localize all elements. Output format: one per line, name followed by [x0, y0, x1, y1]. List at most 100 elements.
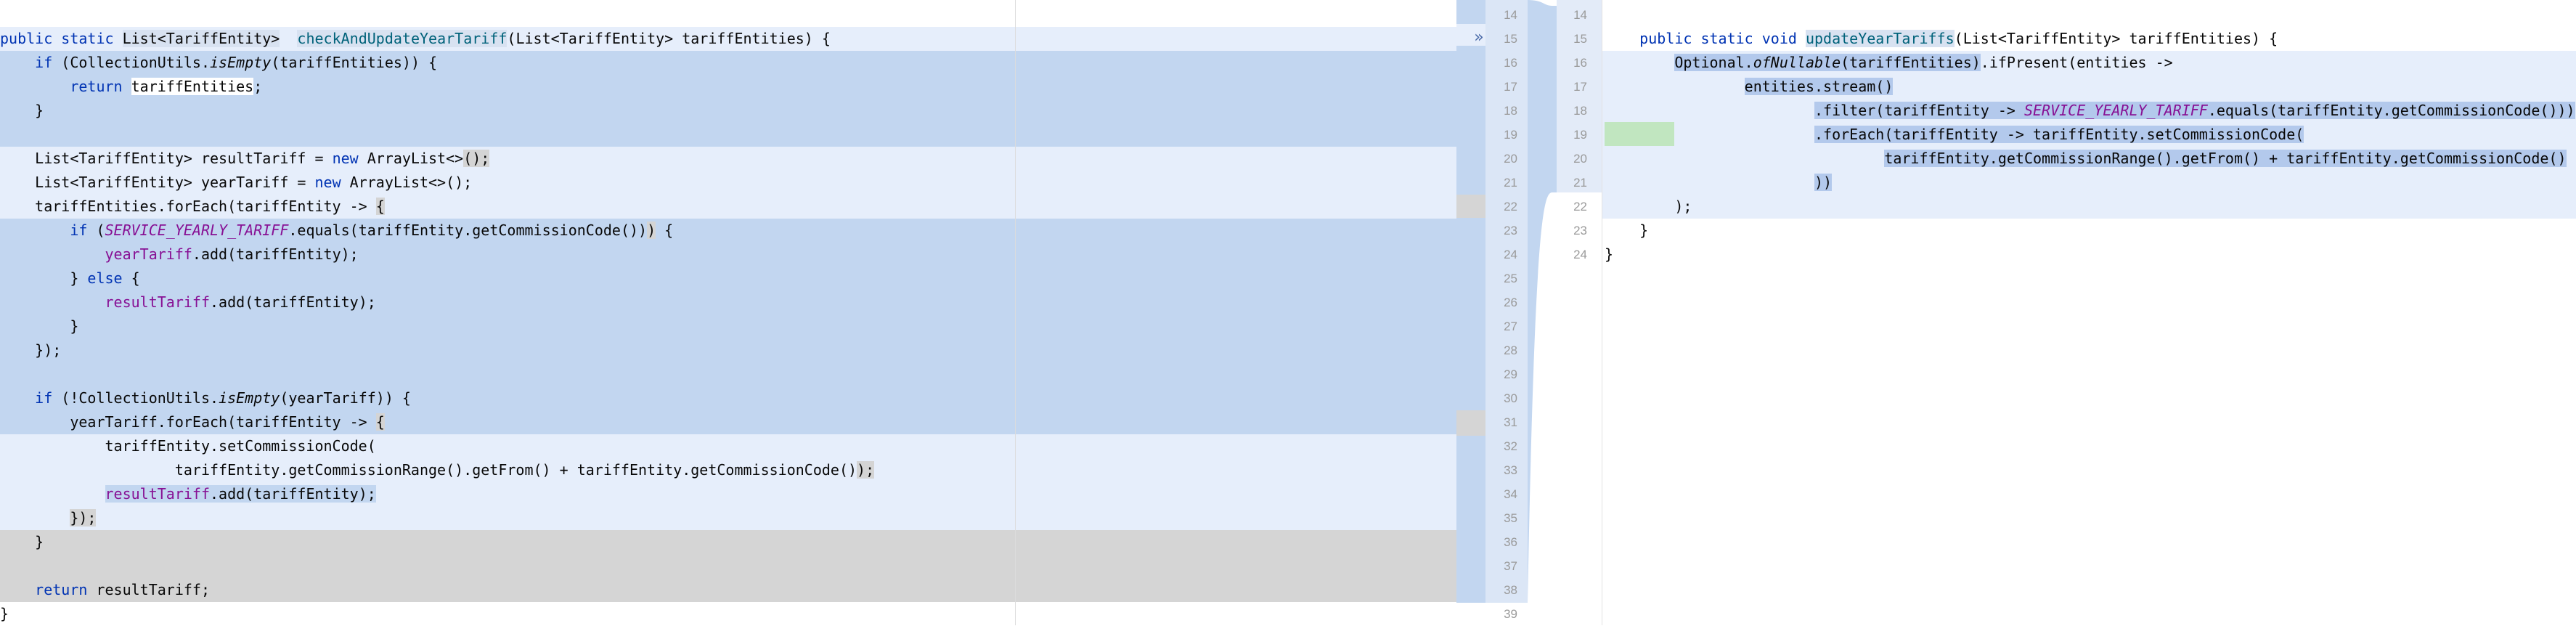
right-line-number: 18	[1573, 104, 1587, 118]
code-line[interactable]: List<TariffEntity> yearTariff = new Arra…	[0, 171, 1456, 195]
code-token: SERVICE_YEARLY_TARIFF	[105, 221, 289, 239]
code-token: {	[122, 269, 140, 287]
left-code-pane[interactable]: public static List<TariffEntity> checkAn…	[0, 0, 1456, 625]
code-line[interactable]: yearTariff.forEach(tariffEntity -> {	[0, 410, 1456, 434]
code-line[interactable]: } else {	[0, 267, 1456, 290]
code-line[interactable]: tariffEntity.setCommissionCode(	[0, 434, 1456, 458]
change-connector-band	[1528, 0, 1552, 603]
left-header-strip	[1456, 24, 1485, 46]
inserted-indent-block	[1605, 122, 1674, 146]
code-line[interactable]: }	[1602, 219, 2576, 243]
code-token: SERVICE_YEARLY_TARIFF	[2023, 102, 2208, 119]
code-line[interactable]: if (SERVICE_YEARLY_TARIFF.equals(tariffE…	[0, 219, 1456, 243]
code-token: }	[0, 269, 88, 287]
code-text: resultTariff.add(tariffEntity);	[0, 482, 376, 506]
code-token: }	[0, 605, 9, 622]
code-line[interactable]: .filter(tariffEntity -> SERVICE_YEARLY_T…	[1602, 99, 2576, 123]
code-token: }	[0, 102, 44, 119]
right-margin-guide	[1015, 0, 1016, 625]
code-line[interactable]: resultTariff.add(tariffEntity);	[0, 482, 1456, 506]
code-token: ofNullable	[1753, 54, 1841, 71]
code-line[interactable]: yearTariff.add(tariffEntity);	[0, 243, 1456, 267]
code-token	[0, 509, 70, 527]
code-text: }	[0, 99, 44, 123]
code-line[interactable]: }	[0, 99, 1456, 123]
right-line-number: 24	[1573, 248, 1587, 261]
code-token: ();	[463, 150, 490, 167]
code-token: {	[375, 198, 385, 215]
code-line[interactable]: }	[0, 602, 1456, 625]
left-line-number: 31	[1504, 415, 1517, 429]
code-token: .equals(tariffEntity.getCommissionCode()…	[288, 221, 648, 239]
code-token	[0, 221, 70, 239]
code-line[interactable]	[0, 123, 1456, 147]
code-token: tariffEntities.forEach(tariffEntity ->	[0, 198, 376, 215]
code-token: tariffEntity.getCommissionRange().getFro…	[1884, 150, 2567, 167]
code-token: }	[0, 533, 44, 550]
code-line[interactable]: );	[1602, 195, 2576, 219]
code-token: (!CollectionUtils.	[52, 389, 219, 407]
right-line-number: 17	[1573, 80, 1587, 94]
code-token: List<TariffEntity>	[122, 30, 280, 47]
code-line[interactable]	[0, 554, 1456, 578]
code-token	[280, 30, 297, 47]
code-token	[0, 581, 35, 598]
code-line[interactable]: .forEach(tariffEntity -> tariffEntity.se…	[1602, 123, 2576, 147]
code-line[interactable]: Optional.ofNullable(tariffEntities).ifPr…	[1602, 51, 2576, 75]
right-code-pane[interactable]: public static void updateYearTariffs(Lis…	[1602, 0, 2576, 625]
code-line[interactable]: tariffEntity.getCommissionRange().getFro…	[0, 458, 1456, 482]
code-line[interactable]: entities.stream()	[1602, 75, 2576, 99]
code-line[interactable]: List<TariffEntity> resultTariff = new Ar…	[0, 147, 1456, 171]
code-token: ))	[1814, 174, 1833, 191]
left-line-number: 19	[1504, 128, 1517, 142]
code-line[interactable]: if (CollectionUtils.isEmpty(tariffEntiti…	[0, 51, 1456, 75]
code-line[interactable]	[1602, 267, 2576, 290]
code-line[interactable]: }	[0, 530, 1456, 554]
code-line[interactable]: tariffEntities.forEach(tariffEntity -> {	[0, 195, 1456, 219]
code-line[interactable]	[0, 362, 1456, 386]
code-line[interactable]: }	[1602, 243, 2576, 267]
code-line[interactable]: return tariffEntities;	[0, 75, 1456, 99]
code-token: List<TariffEntity> yearTariff =	[0, 174, 315, 191]
code-line[interactable]: });	[0, 338, 1456, 362]
left-gray-strip	[1456, 195, 1485, 218]
code-token: (tariffEntities)) {	[271, 54, 438, 71]
left-line-number: 39	[1504, 607, 1517, 621]
code-line[interactable]: }	[0, 314, 1456, 338]
code-text: List<TariffEntity> resultTariff = new Ar…	[0, 147, 490, 171]
code-line[interactable]: });	[0, 506, 1456, 530]
code-token	[0, 293, 105, 311]
code-token	[0, 54, 35, 71]
left-line-number: 18	[1504, 104, 1517, 118]
apply-change-chevron-icon[interactable]: »	[1474, 28, 1484, 46]
code-line[interactable]: if (!CollectionUtils.isEmpty(yearTariff)…	[0, 386, 1456, 410]
code-token	[1605, 54, 1674, 71]
code-token	[0, 485, 105, 503]
code-token: public static	[0, 30, 123, 47]
code-text: .forEach(tariffEntity -> tariffEntity.se…	[1605, 123, 2304, 147]
code-text: public static void updateYearTariffs(Lis…	[1605, 27, 2278, 51]
code-line[interactable]: ))	[1602, 171, 2576, 195]
code-text: List<TariffEntity> yearTariff = new Arra…	[0, 171, 472, 195]
code-text: );	[1605, 195, 1692, 219]
code-token	[1605, 102, 1814, 119]
code-token: .forEach(tariffEntity -> tariffEntity.se…	[1814, 126, 2304, 143]
code-token	[123, 78, 131, 95]
left-line-number: 30	[1504, 391, 1517, 405]
code-token	[0, 245, 105, 263]
code-text: }	[0, 602, 9, 625]
code-line[interactable]: tariffEntity.getCommissionRange().getFro…	[1602, 147, 2576, 171]
code-token: .equals(tariffEntity.getCommissionCode()…	[2207, 102, 2575, 119]
right-line-number: 16	[1573, 56, 1587, 70]
code-line[interactable]: public static void updateYearTariffs(Lis…	[1602, 27, 2576, 51]
left-line-number: 36	[1504, 535, 1517, 549]
code-token: (CollectionUtils.	[52, 54, 211, 71]
code-line[interactable]: public static List<TariffEntity> checkAn…	[0, 27, 1456, 51]
code-token: {	[656, 221, 674, 239]
code-line[interactable]: return resultTariff;	[0, 578, 1456, 602]
code-line[interactable]: resultTariff.add(tariffEntity);	[0, 290, 1456, 314]
code-token: .add(tariffEntity);	[210, 293, 376, 311]
code-text: ))	[1605, 171, 1833, 195]
code-text: tariffEntities.forEach(tariffEntity -> {	[0, 195, 385, 219]
